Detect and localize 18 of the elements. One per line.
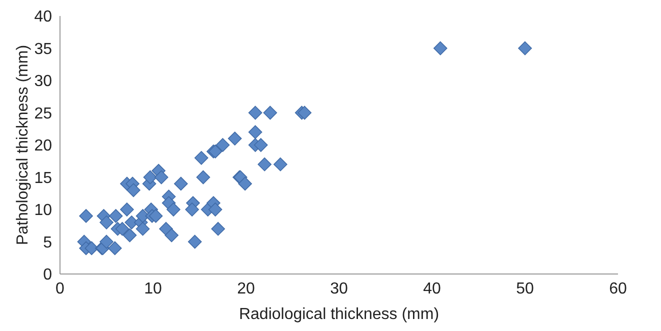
y-tick-label: 40: [34, 8, 52, 26]
y-tick-label: 35: [34, 40, 52, 58]
y-tick-label: 0: [43, 266, 52, 284]
y-tick-label: 5: [43, 234, 52, 252]
x-tick-label: 10: [144, 280, 162, 298]
x-tick-label: 30: [330, 280, 348, 298]
y-tick-label: 25: [34, 105, 52, 122]
x-axis-title: Radiological thickness (mm): [238, 306, 440, 323]
y-axis-title: Pathological thickness (mm): [14, 44, 32, 246]
x-tick-label: 40: [423, 280, 441, 298]
x-tick-label: 60: [609, 280, 627, 298]
x-tick-label: 20: [237, 280, 255, 298]
x-tick-label: 0: [56, 280, 65, 298]
x-tick-label: 50: [516, 280, 534, 298]
y-tick-label: 10: [34, 202, 52, 220]
y-tick-label: 20: [34, 138, 52, 155]
y-tick-label: 30: [34, 73, 52, 90]
y-tick-label: 15: [34, 170, 52, 187]
